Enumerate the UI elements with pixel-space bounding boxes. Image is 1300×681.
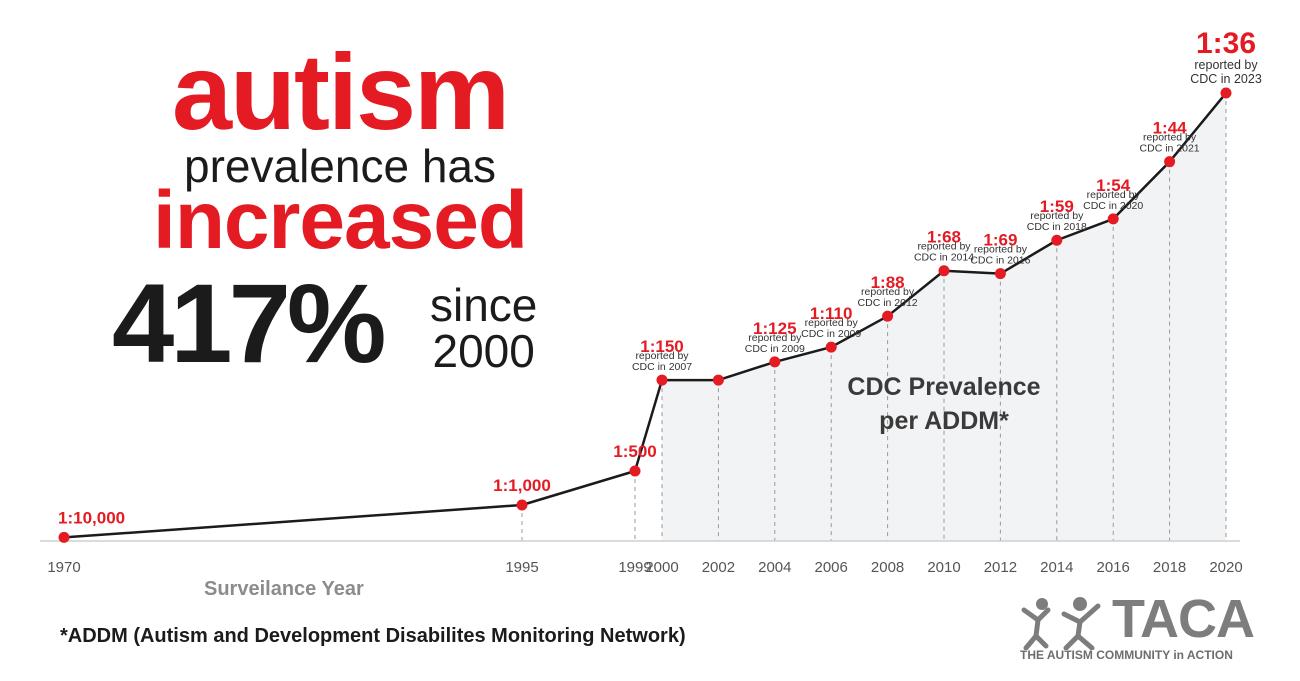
data-point-2014 — [1051, 234, 1063, 246]
data-note-2012: reported by CDC in 2016 — [970, 244, 1030, 267]
footnote: *ADDM (Autism and Development Disabilite… — [60, 625, 686, 647]
data-label-2006: 1:110 — [810, 304, 853, 323]
x-tick-2000: 2000 — [645, 559, 678, 576]
data-label-2020: 1:36 — [1196, 27, 1256, 60]
headline-since: since 2000 — [430, 282, 537, 374]
data-point-2002 — [712, 374, 724, 386]
data-note-2004: reported by CDC in 2009 — [745, 332, 805, 355]
data-note-2014: reported by CDC in 2018 — [1027, 210, 1087, 233]
x-tick-2004: 2004 — [758, 559, 791, 576]
x-tick-1970: 1970 — [47, 559, 80, 576]
data-label-2010: 1:68 — [927, 228, 961, 247]
data-label-2012: 1:69 — [983, 231, 1017, 250]
data-label-2016: 1:54 — [1096, 176, 1131, 195]
data-point-2000 — [656, 374, 668, 386]
headline-prevalence-has: prevalence has — [184, 140, 496, 192]
data-label-2014: 1:59 — [1040, 197, 1074, 216]
data-label-2004: 1:125 — [753, 319, 796, 338]
x-tick-2006: 2006 — [815, 559, 848, 576]
x-tick-2008: 2008 — [871, 559, 904, 576]
data-label-2018: 1:44 — [1153, 119, 1188, 138]
data-label-1970: 1:10,000 — [58, 508, 125, 527]
x-tick-1999: 1999 — [618, 559, 651, 576]
x-tick-2014: 2014 — [1040, 559, 1073, 576]
x-axis-title: Surveilance Year — [204, 578, 364, 600]
taca-wordmark: TACA — [1112, 589, 1255, 649]
data-note-2020: reported by CDC in 2023 — [1190, 58, 1262, 86]
x-tick-2010: 2010 — [927, 559, 960, 576]
headline-percent: 417% — [112, 261, 386, 386]
data-point-2008 — [882, 310, 894, 322]
data-point-1999 — [629, 465, 641, 477]
headline-increased: increased — [153, 175, 528, 266]
taca-tagline: THE AUTISM COMMUNITY in ACTION — [1020, 648, 1233, 662]
headline-autism: autism — [171, 31, 510, 152]
data-label-2000: 1:150 — [640, 337, 683, 356]
people-logo-icon — [1021, 597, 1101, 650]
data-note-2000: reported by CDC in 2007 — [632, 350, 692, 373]
x-tick-2002: 2002 — [702, 559, 735, 576]
data-point-2012 — [994, 268, 1006, 280]
data-point-1995 — [516, 499, 528, 511]
taca-logo: TACA THE AUTISM COMMUNITY in ACTION — [1018, 589, 1262, 664]
data-point-2004 — [769, 356, 781, 368]
data-note-2010: reported by CDC in 2014 — [914, 241, 974, 264]
data-point-2018 — [1164, 156, 1176, 168]
data-points — [58, 87, 1232, 543]
data-point-2016 — [1107, 213, 1119, 225]
area-label: CDC Prevalence per ADDM* — [847, 373, 1040, 435]
data-point-2010 — [938, 265, 950, 277]
guide-lines — [521, 93, 1227, 541]
data-labels: 1:10,000 1:1,000 1:500 reported by CDC in 20… — [58, 27, 1262, 527]
data-note-2008: reported by CDC in 2012 — [858, 286, 918, 309]
data-point-2020 — [1220, 87, 1232, 99]
data-note-2006: reported by CDC in 2009 — [801, 317, 861, 340]
x-tick-1995: 1995 — [505, 559, 538, 576]
since-word: since — [430, 279, 538, 331]
data-note-2016: reported by CDC in 2020 — [1083, 189, 1143, 212]
data-point-2006 — [825, 341, 837, 353]
since-year: 2000 — [432, 325, 535, 377]
x-tick-2016: 2016 — [1097, 559, 1130, 576]
area-label-line1: CDC Prevalence — [847, 373, 1040, 401]
x-tick-2012: 2012 — [984, 559, 1017, 576]
prevalence-line — [63, 92, 1227, 539]
x-tick-2018: 2018 — [1153, 559, 1186, 576]
data-note-2018: reported by CDC in 2021 — [1140, 132, 1200, 155]
prevalence-area — [662, 93, 1226, 542]
area-label-line2: per ADDM* — [879, 407, 1009, 435]
data-label-2008: 1:88 — [871, 273, 905, 292]
data-label-1999: 1:500 — [613, 442, 656, 461]
data-point-1970 — [58, 531, 70, 543]
data-label-1995: 1:1,000 — [493, 476, 551, 495]
x-tick-2020: 2020 — [1209, 559, 1242, 576]
